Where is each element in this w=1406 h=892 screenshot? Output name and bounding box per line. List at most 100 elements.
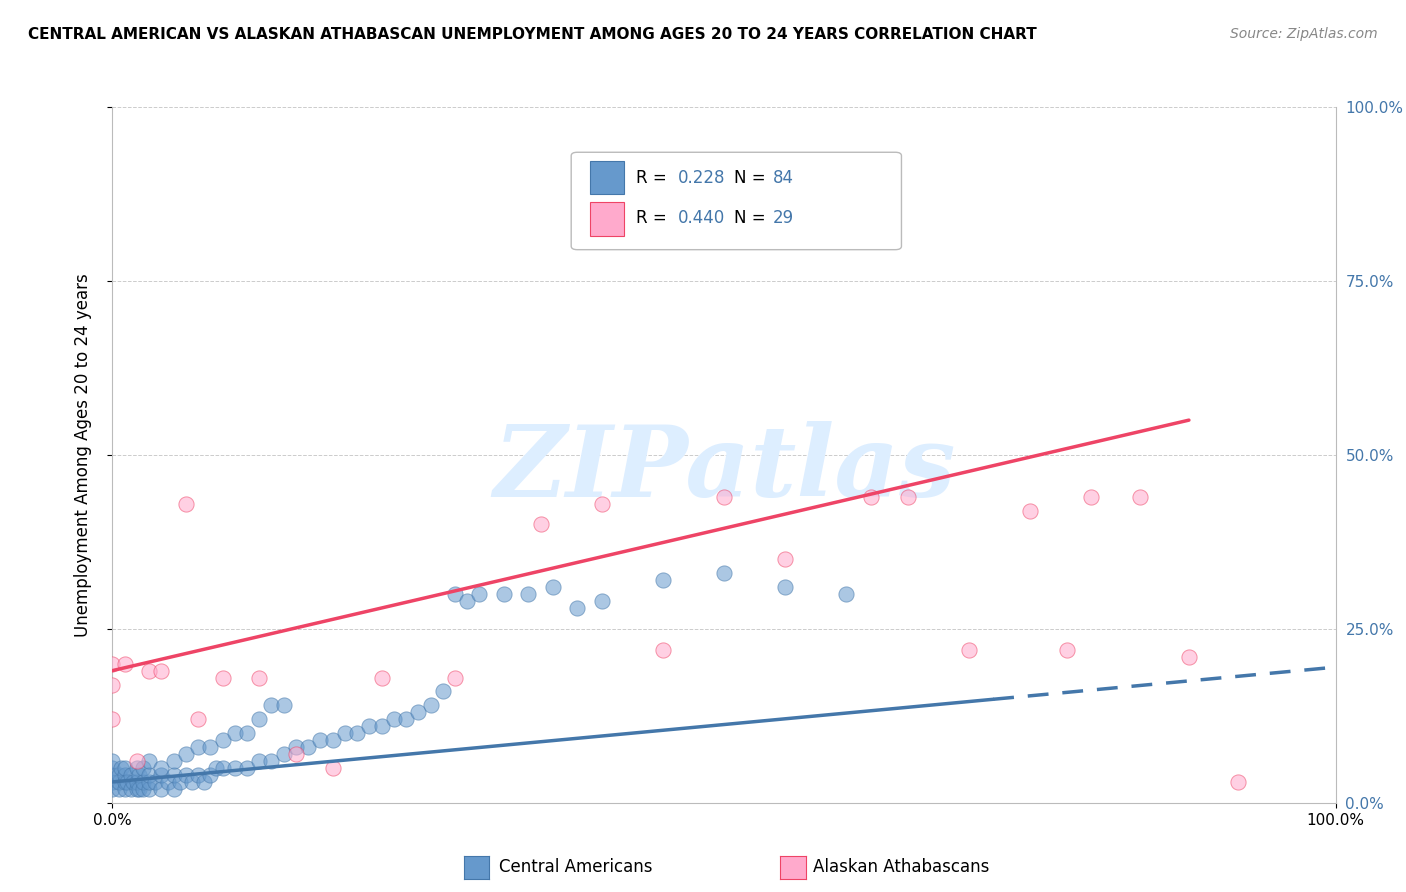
Point: [247, 754, 270, 768]
Text: 84: 84: [773, 169, 794, 187]
Point: [456, 594, 478, 608]
Text: N =: N =: [734, 169, 770, 187]
Point: [284, 740, 308, 755]
Point: [163, 768, 186, 782]
Point: [101, 657, 124, 671]
Point: [432, 684, 454, 698]
Point: [128, 768, 150, 782]
Point: [143, 775, 166, 789]
Point: [591, 497, 613, 511]
Point: [200, 768, 222, 782]
Text: N =: N =: [734, 210, 770, 227]
Point: [346, 726, 368, 740]
Point: [125, 754, 148, 768]
Point: [101, 754, 124, 768]
Point: [138, 775, 160, 789]
Point: [1018, 503, 1040, 517]
Point: [114, 657, 136, 671]
Point: [567, 601, 589, 615]
Point: [517, 587, 540, 601]
Point: [236, 726, 259, 740]
Point: [150, 761, 173, 775]
Point: [211, 671, 233, 685]
Point: [169, 775, 191, 789]
Point: [395, 712, 418, 726]
Point: [101, 712, 124, 726]
Point: [1056, 642, 1078, 657]
Point: [1080, 490, 1102, 504]
Point: [370, 719, 392, 733]
Point: [120, 781, 142, 796]
Point: [138, 781, 160, 796]
Point: [101, 781, 124, 796]
Point: [359, 719, 381, 733]
Point: [156, 775, 179, 789]
Point: [408, 706, 430, 720]
Point: [224, 726, 246, 740]
Point: [591, 594, 613, 608]
Point: [322, 761, 344, 775]
Point: [132, 761, 155, 775]
Point: [897, 490, 920, 504]
FancyBboxPatch shape: [589, 202, 624, 235]
Text: Source: ZipAtlas.com: Source: ZipAtlas.com: [1230, 27, 1378, 41]
Text: Central Americans: Central Americans: [499, 858, 652, 876]
Point: [101, 775, 124, 789]
Point: [835, 587, 858, 601]
Text: CENTRAL AMERICAN VS ALASKAN ATHABASCAN UNEMPLOYMENT AMONG AGES 20 TO 24 YEARS CO: CENTRAL AMERICAN VS ALASKAN ATHABASCAN U…: [28, 27, 1036, 42]
Point: [114, 768, 136, 782]
Point: [132, 775, 155, 789]
Point: [713, 566, 735, 581]
Point: [1129, 490, 1152, 504]
Point: [138, 754, 160, 768]
FancyBboxPatch shape: [589, 161, 624, 194]
Point: [138, 768, 160, 782]
Point: [125, 781, 148, 796]
Point: [114, 761, 136, 775]
Point: [322, 733, 344, 747]
Text: 0.440: 0.440: [678, 210, 725, 227]
Point: [297, 740, 319, 755]
Text: R =: R =: [636, 210, 672, 227]
Point: [174, 768, 197, 782]
Point: [468, 587, 491, 601]
Point: [284, 747, 308, 761]
Point: [200, 740, 222, 755]
Point: [444, 671, 467, 685]
Point: [205, 761, 228, 775]
Point: [150, 781, 173, 796]
Point: [419, 698, 441, 713]
Point: [247, 671, 270, 685]
Point: [125, 761, 148, 775]
Point: [132, 781, 155, 796]
Point: [1178, 649, 1201, 664]
Point: [541, 580, 564, 594]
Point: [652, 573, 675, 587]
Point: [101, 761, 124, 775]
Point: [101, 768, 124, 782]
Point: [122, 775, 145, 789]
Point: [260, 698, 283, 713]
Point: [859, 490, 882, 504]
Point: [236, 761, 259, 775]
Point: [110, 761, 132, 775]
Text: 29: 29: [773, 210, 794, 227]
Text: R =: R =: [636, 169, 672, 187]
Point: [444, 587, 467, 601]
FancyBboxPatch shape: [571, 153, 901, 250]
Text: ZIPatlas: ZIPatlas: [494, 421, 955, 517]
Point: [370, 671, 392, 685]
Point: [187, 740, 209, 755]
Point: [1226, 775, 1249, 789]
Point: [333, 726, 356, 740]
Point: [101, 677, 124, 691]
Point: [150, 664, 173, 678]
Point: [260, 754, 283, 768]
Point: [211, 733, 233, 747]
Point: [107, 768, 129, 782]
Point: [138, 664, 160, 678]
Point: [652, 642, 675, 657]
Point: [713, 490, 735, 504]
Point: [128, 781, 150, 796]
Point: [193, 775, 215, 789]
